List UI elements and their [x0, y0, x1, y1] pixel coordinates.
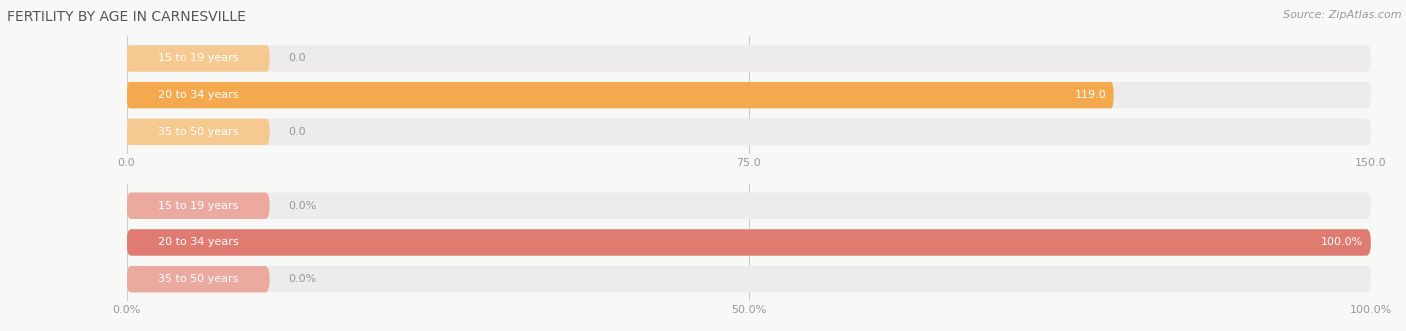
Text: 0.0: 0.0 [288, 53, 307, 64]
Text: 35 to 50 years: 35 to 50 years [157, 274, 238, 284]
Text: 15 to 19 years: 15 to 19 years [157, 53, 239, 64]
FancyBboxPatch shape [127, 193, 1371, 219]
FancyBboxPatch shape [127, 193, 270, 219]
Text: 35 to 50 years: 35 to 50 years [157, 127, 238, 137]
Text: 119.0: 119.0 [1074, 90, 1107, 100]
FancyBboxPatch shape [127, 266, 1371, 292]
FancyBboxPatch shape [127, 45, 270, 71]
Text: 15 to 19 years: 15 to 19 years [157, 201, 239, 211]
Text: FERTILITY BY AGE IN CARNESVILLE: FERTILITY BY AGE IN CARNESVILLE [7, 10, 246, 24]
Text: 0.0: 0.0 [288, 127, 307, 137]
FancyBboxPatch shape [127, 82, 1114, 108]
Text: 0.0%: 0.0% [288, 274, 316, 284]
Text: 0.0%: 0.0% [288, 201, 316, 211]
FancyBboxPatch shape [127, 82, 1371, 108]
FancyBboxPatch shape [127, 119, 270, 145]
Text: 20 to 34 years: 20 to 34 years [157, 237, 239, 248]
Text: 20 to 34 years: 20 to 34 years [157, 90, 239, 100]
Text: 100.0%: 100.0% [1322, 237, 1364, 248]
FancyBboxPatch shape [127, 119, 1371, 145]
Text: Source: ZipAtlas.com: Source: ZipAtlas.com [1284, 10, 1402, 20]
FancyBboxPatch shape [127, 45, 1371, 71]
FancyBboxPatch shape [127, 229, 1371, 256]
FancyBboxPatch shape [127, 266, 270, 292]
FancyBboxPatch shape [127, 229, 1371, 256]
